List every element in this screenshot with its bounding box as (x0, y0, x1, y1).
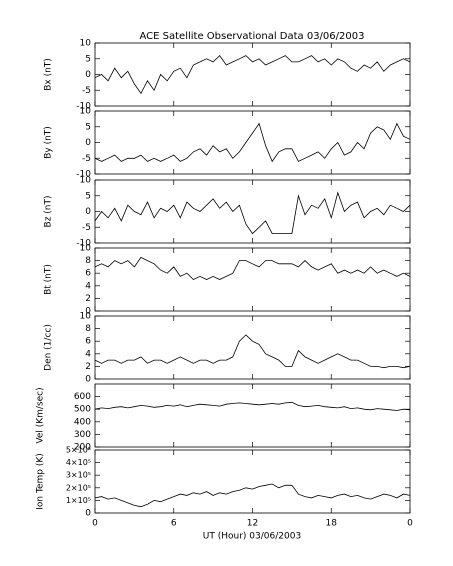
y-tick-label: 4 (85, 281, 91, 291)
panel-frame (94, 315, 411, 380)
panel-frame (94, 383, 411, 448)
data-trace (94, 401, 411, 411)
x-tick-label: 6 (171, 519, 177, 529)
y-tick-label: 8 (85, 324, 91, 334)
data-trace (94, 54, 411, 95)
panel-frame (94, 449, 411, 514)
y-tick-label: -10 (76, 102, 91, 112)
y-tick-label: 6 (85, 269, 91, 279)
y-tick-label: 8 (85, 256, 91, 266)
y-tick-label: 6 (85, 337, 91, 347)
y-tick-label: 1×10⁵ (66, 496, 91, 505)
y-axis-label: Ion Temp (K) (36, 453, 46, 510)
y-axis-label: Bz (nT) (44, 196, 54, 228)
y-tick-label: -10 (76, 239, 91, 249)
panel-frame (94, 247, 411, 312)
y-axis-label: Vel (Km/sec) (36, 387, 46, 443)
y-tick-label: 2×10⁵ (66, 483, 91, 492)
y-tick-label: 10 (80, 107, 92, 117)
x-axis-label: UT (Hour) 03/06/2003 (203, 532, 301, 542)
y-tick-label: 10 (80, 39, 92, 49)
y-axis-label: Bx (nT) (44, 58, 54, 91)
y-tick-label: -10 (76, 170, 91, 180)
y-tick-label: 5 (85, 54, 91, 64)
y-tick-label: 400 (74, 417, 91, 427)
y-tick-label: -5 (82, 154, 91, 164)
y-tick-label: 600 (74, 392, 91, 402)
y-tick-label: 0 (85, 70, 91, 80)
y-tick-label: 5×10⁵ (66, 446, 91, 455)
x-tick-label: 0 (407, 519, 413, 529)
y-tick-label: 0 (85, 138, 91, 148)
y-tick-label: 10 (80, 176, 92, 186)
y-tick-label: 10 (80, 244, 92, 254)
y-tick-label: -5 (82, 223, 91, 233)
y-tick-label: -5 (82, 86, 91, 96)
x-tick-label: 12 (247, 519, 258, 529)
y-tick-label: 2 (85, 294, 91, 304)
panel-frame (94, 110, 411, 175)
y-axis-label: By (nT) (44, 126, 54, 159)
y-tick-label: 5 (85, 191, 91, 201)
data-trace (94, 256, 411, 280)
y-tick-label: 2 (85, 362, 91, 372)
chart-title: ACE Satellite Observational Data 03/06/2… (140, 31, 365, 42)
x-tick-label: 0 (92, 519, 98, 529)
y-tick-label: 3×10⁵ (66, 471, 91, 480)
y-tick-label: 0 (85, 375, 91, 385)
y-tick-label: 10 (80, 312, 92, 322)
x-tick-label: 18 (326, 519, 338, 529)
y-tick-label: 300 (74, 430, 91, 440)
y-tick-label: 500 (74, 405, 91, 415)
data-trace (94, 122, 411, 163)
data-trace (94, 191, 411, 235)
y-tick-label: 4 (85, 349, 91, 359)
y-tick-label: 0 (85, 307, 91, 317)
y-tick-label: 5 (85, 122, 91, 132)
y-tick-label: 200 (74, 443, 91, 453)
y-tick-label: 0 (85, 509, 91, 519)
data-trace (94, 334, 411, 369)
panel-frame (94, 42, 411, 107)
y-axis-label: Bt (nT) (44, 264, 54, 295)
y-tick-label: 0 (85, 207, 91, 217)
y-tick-label: 4×10⁵ (66, 458, 91, 467)
data-trace (94, 483, 411, 508)
y-axis-label: Den (1/cc) (44, 324, 54, 371)
